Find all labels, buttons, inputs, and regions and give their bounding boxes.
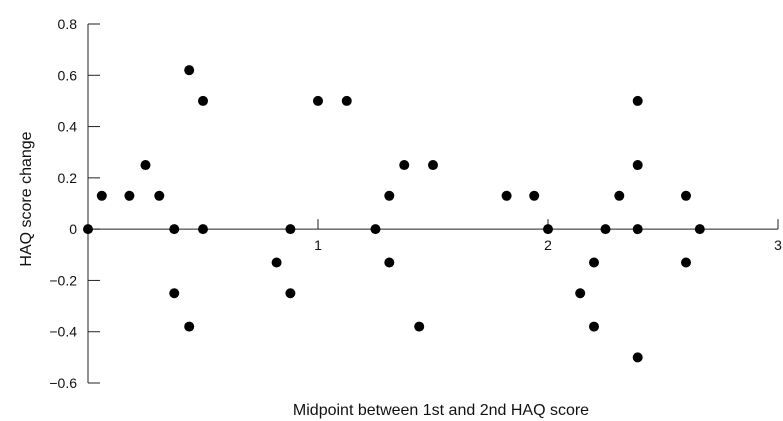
x-tick-label: 1 [314,237,322,253]
data-point [632,95,643,106]
x-tick-label: 3 [774,237,782,253]
y-tick-label: 0.6 [58,67,78,83]
data-point [154,190,165,201]
y-tick-label: −0.6 [49,375,77,391]
data-point [384,190,395,201]
data-points [83,65,705,363]
data-point [169,288,180,299]
data-point [124,190,135,201]
data-point [589,257,599,268]
data-point [614,190,625,201]
data-point [285,288,296,299]
data-point [694,224,705,235]
data-point [632,224,643,235]
data-point [184,321,195,332]
y-tick-label: 0 [69,221,77,237]
y-axis-title: HAQ score change [18,131,35,266]
data-point [600,224,611,235]
x-axis: 1 2 3 [88,219,782,253]
data-point [96,190,107,201]
data-point [501,190,512,201]
data-point [341,95,352,106]
data-point [169,224,180,235]
data-point [543,224,553,235]
x-axis-title: Midpoint between 1st and 2nd HAQ score [293,402,589,419]
data-point [632,160,643,171]
data-point [589,321,599,332]
data-point [529,190,540,201]
data-point [271,257,282,268]
data-point [681,190,691,201]
data-point [140,160,151,171]
data-point [414,321,425,332]
y-tick-label: −0.4 [49,324,77,340]
y-tick-label: 0.4 [58,119,78,135]
y-tick-label: 0.8 [58,16,78,32]
data-point [681,257,691,268]
data-point [575,288,586,299]
y-axis: 0.8 0.6 0.4 0.2 0 −0.2 −0.4 −0.6 [49,16,100,391]
data-point [384,257,395,268]
y-tick-label: −0.2 [49,272,77,288]
data-point [198,224,208,235]
data-point [399,160,410,171]
y-tick-label: 0.2 [58,170,78,186]
data-point [285,224,296,235]
x-tick-label: 2 [544,237,552,253]
data-point [198,95,208,106]
data-point [184,65,195,76]
data-point [83,224,93,235]
data-point [632,352,643,363]
data-point [428,160,438,171]
data-point [370,224,381,235]
data-point [313,95,323,106]
